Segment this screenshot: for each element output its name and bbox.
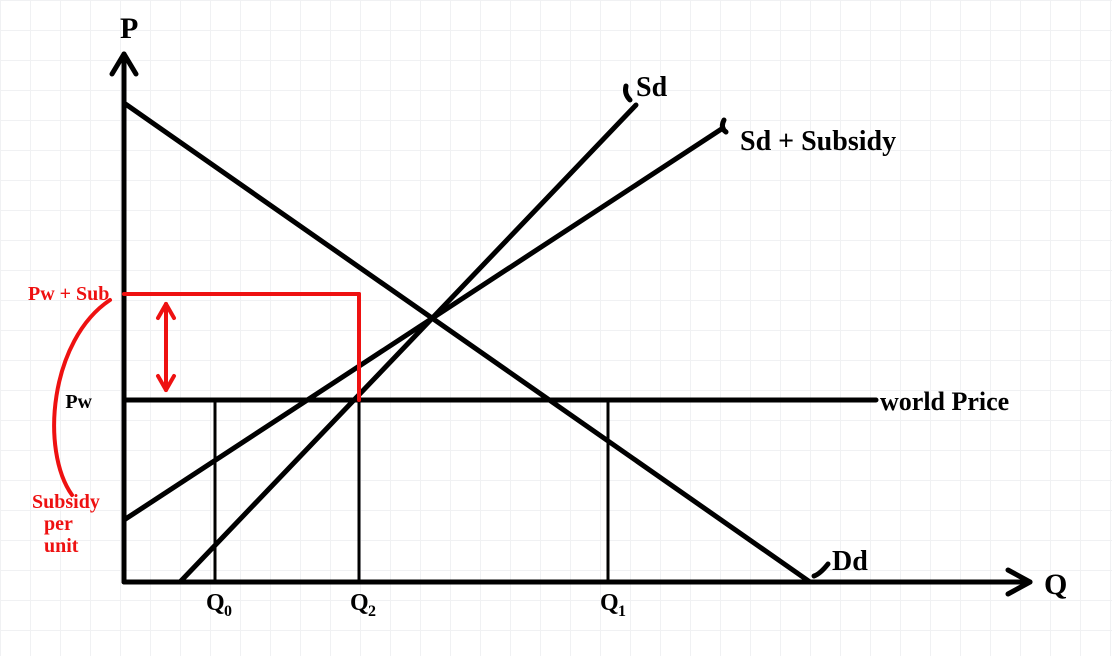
svg-text:Q: Q — [206, 590, 225, 616]
x-axis-label: Q — [1044, 568, 1067, 601]
pw-label: Pw — [65, 391, 92, 413]
dd-leader — [814, 564, 828, 576]
diagram-svg: P Q Sd Sd + Subsidy Dd world Price Pw Pw… — [0, 0, 1112, 656]
subsidy-label-1: Subsidy — [32, 491, 100, 513]
sd-leader — [626, 86, 631, 100]
svg-text:Q: Q — [600, 590, 619, 616]
pw-sub-label: Pw + Sub — [28, 283, 109, 305]
sd-subsidy-label: Sd + Subsidy — [740, 126, 896, 157]
subsidy-highlight — [124, 294, 359, 400]
q2-label: Q 2 — [350, 590, 376, 620]
sd-label: Sd — [636, 72, 668, 103]
subsidy-label-3: unit — [44, 535, 79, 557]
svg-text:Q: Q — [350, 590, 369, 616]
q0-label: Q 0 — [206, 590, 232, 620]
subsidy-double-arrow — [158, 304, 174, 390]
demand-line — [124, 103, 810, 582]
world-price-label: world Price — [880, 387, 1009, 416]
q1-label: Q 1 — [600, 590, 626, 620]
svg-text:0: 0 — [224, 603, 232, 620]
dd-label: Dd — [832, 546, 868, 577]
subsidy-label-2: per — [44, 513, 73, 535]
svg-text:1: 1 — [618, 603, 626, 620]
diagram-stage: P Q Sd Sd + Subsidy Dd world Price Pw Pw… — [0, 0, 1112, 656]
svg-text:2: 2 — [368, 603, 376, 620]
supply-line — [180, 105, 636, 582]
y-axis-label: P — [120, 12, 138, 45]
sd-sub-leader — [722, 120, 726, 132]
